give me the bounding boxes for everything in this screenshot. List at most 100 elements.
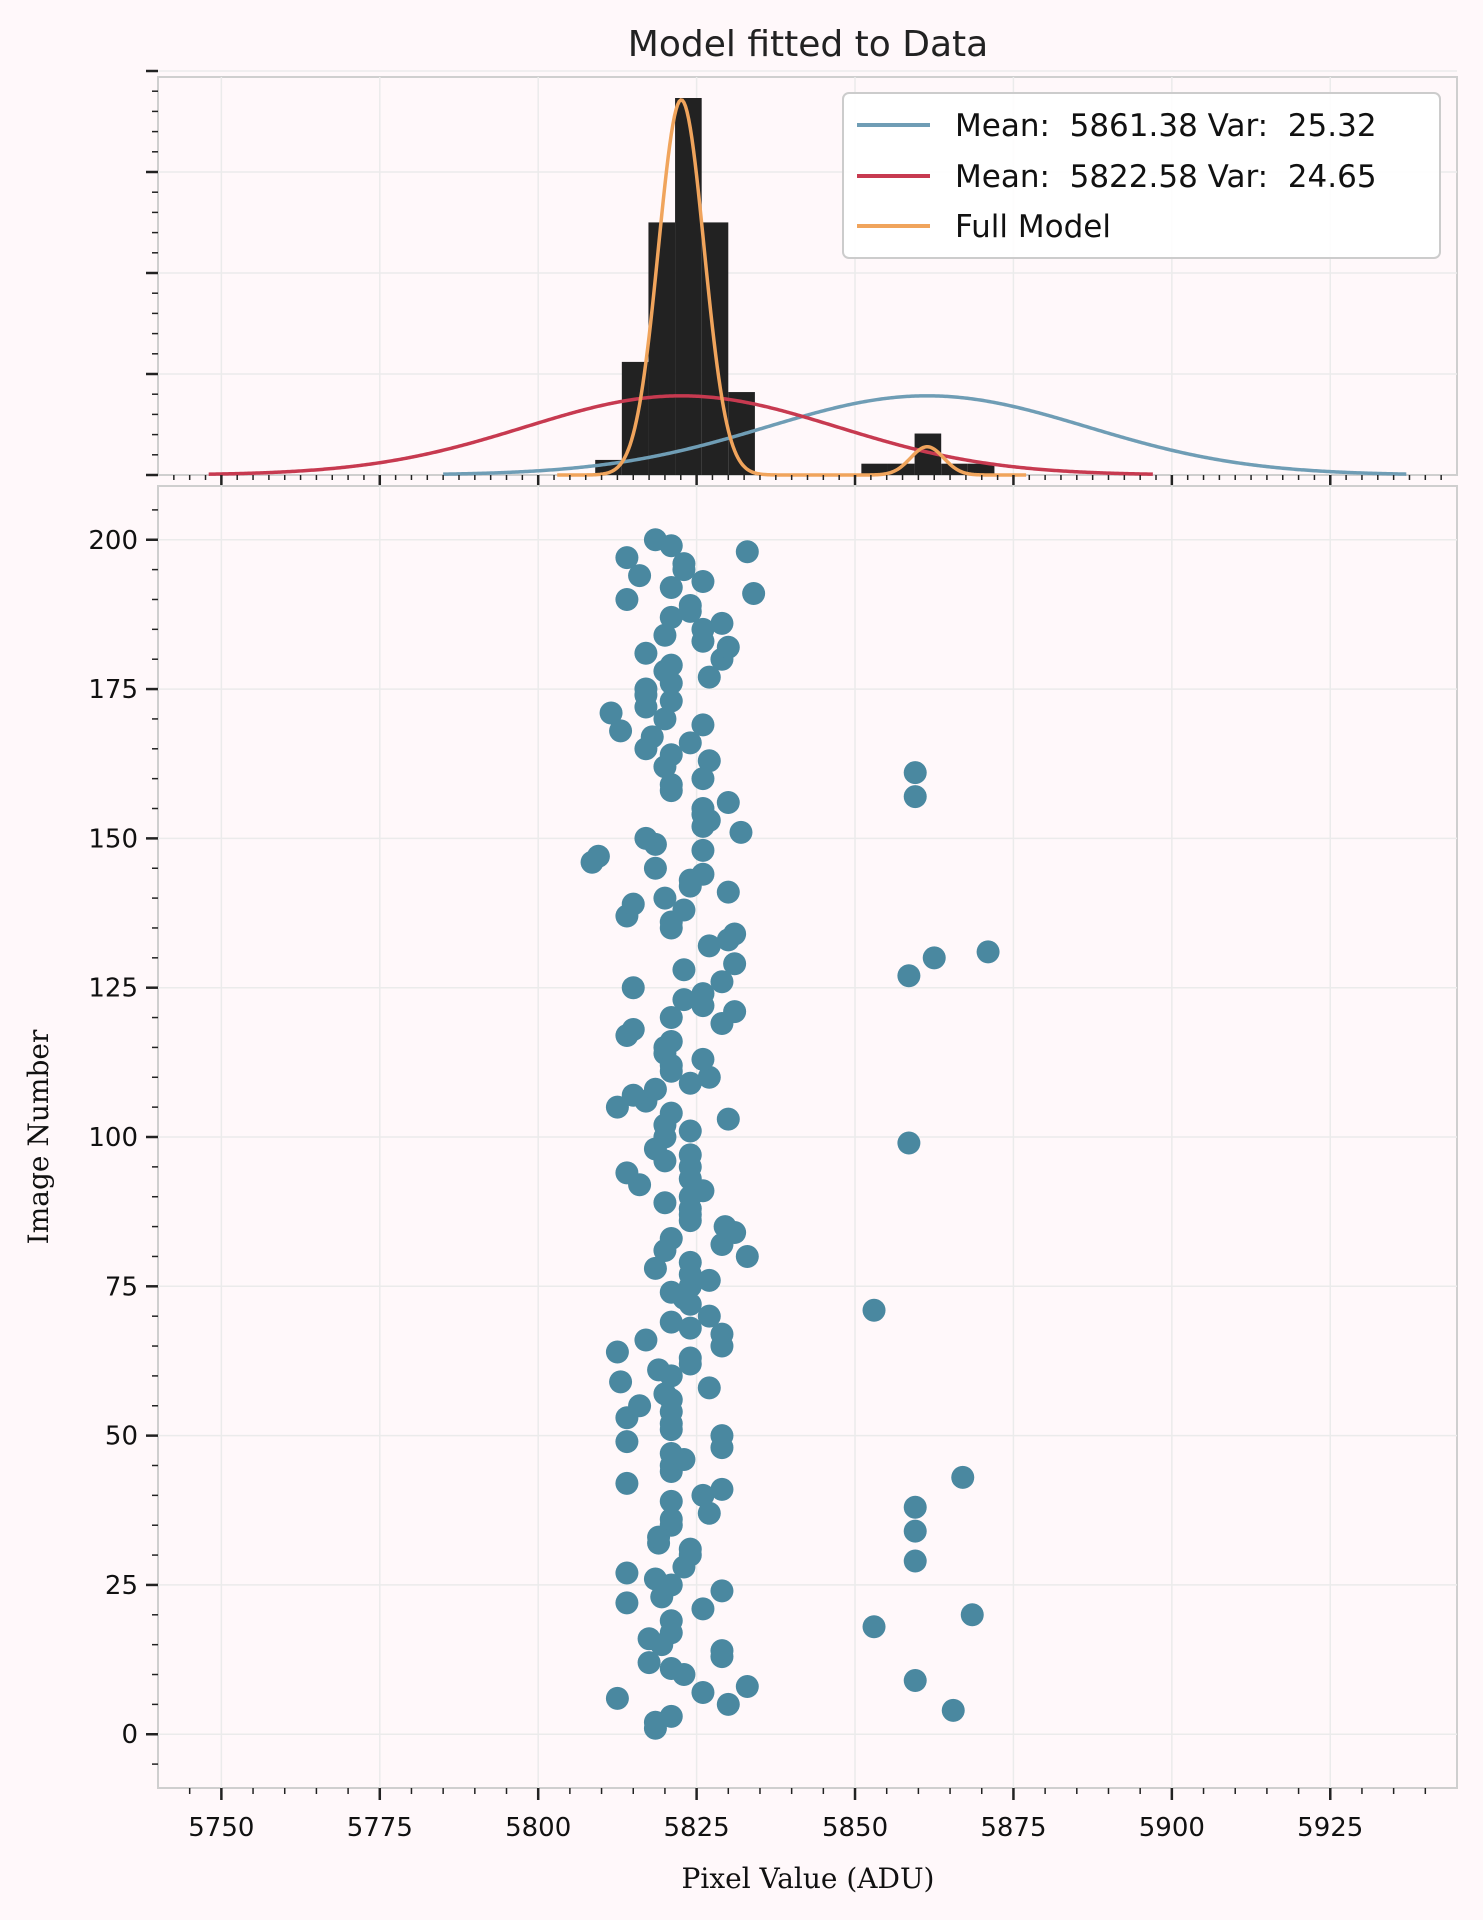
scatter-point xyxy=(710,1424,734,1448)
x-tick-label: 5775 xyxy=(347,1813,413,1843)
scatter-point xyxy=(647,1358,671,1382)
x-tick-label: 5925 xyxy=(1297,1813,1363,1843)
scatter-point xyxy=(615,587,639,611)
scatter-point xyxy=(605,1686,629,1710)
histogram-bar xyxy=(967,463,995,475)
scatter-point xyxy=(710,611,734,635)
scatter-point xyxy=(691,838,715,862)
scatter-point xyxy=(621,1083,645,1107)
scatter-point xyxy=(691,713,715,737)
legend-label-component-1: Mean: 5861.38 Var: 25.32 xyxy=(955,108,1377,144)
scatter-point xyxy=(659,576,683,600)
scatter-point xyxy=(659,1101,683,1125)
scatter-point xyxy=(735,1674,759,1698)
scatter-point xyxy=(716,791,740,815)
scatter-point xyxy=(659,743,683,767)
y-tick-label: 75 xyxy=(105,1272,138,1302)
scatter-point xyxy=(742,582,766,605)
scatter-point xyxy=(634,1328,658,1352)
scatter-point xyxy=(621,1018,645,1041)
scatter-point xyxy=(605,1340,629,1364)
scatter-point xyxy=(697,1304,721,1328)
scatter-point xyxy=(903,1549,927,1573)
scatter-point xyxy=(735,1244,759,1268)
scatter-point xyxy=(659,1006,683,1030)
scatter-point xyxy=(659,605,683,629)
scatter-point xyxy=(615,1591,639,1615)
histogram-bar xyxy=(675,98,702,475)
legend: Mean: 5861.38 Var: 25.32 Mean: 5822.58 V… xyxy=(842,92,1441,259)
legend-label-component-2: Mean: 5822.58 Var: 24.65 xyxy=(955,159,1377,195)
top-panel: Mean: 5861.38 Var: 25.32 Mean: 5822.58 V… xyxy=(146,69,1458,485)
top-x-ticks xyxy=(173,475,1442,485)
scatter-point xyxy=(640,725,664,749)
bottom-grid xyxy=(158,486,1457,1788)
scatter-point xyxy=(659,773,683,797)
scatter-point xyxy=(659,689,683,713)
scatter-point xyxy=(716,880,740,904)
scatter-point xyxy=(713,1215,737,1239)
scatter-point xyxy=(697,1501,721,1525)
scatter-point xyxy=(691,797,715,821)
scatter-points xyxy=(580,528,1000,1740)
scatter-point xyxy=(659,1280,683,1304)
scatter-point xyxy=(960,1603,984,1627)
scatter-point xyxy=(723,1000,747,1024)
scatter-point xyxy=(615,1471,639,1495)
scatter-point xyxy=(697,1268,721,1292)
scatter-point xyxy=(697,749,721,773)
scatter-point xyxy=(678,1537,702,1561)
scatter-point xyxy=(628,1394,652,1418)
scatter-point xyxy=(678,1316,702,1340)
scatter-point xyxy=(659,653,683,677)
scatter-point xyxy=(605,1095,629,1119)
scatter-point xyxy=(643,856,667,880)
scatter-point xyxy=(628,564,652,588)
y-axis-ticks: 0 25 50 75 100 125 150 175 200 xyxy=(88,509,158,1765)
y-tick-label: 100 xyxy=(88,1123,138,1153)
scatter-point xyxy=(672,898,696,922)
scatter-point xyxy=(903,761,927,785)
scatter-point xyxy=(659,1657,683,1681)
scatter-point xyxy=(697,1065,721,1089)
y-tick-label: 200 xyxy=(88,526,138,556)
scatter-point xyxy=(672,552,696,576)
x-axis-ticks: 5750 5775 5800 5825 5850 5875 5900 5925 xyxy=(188,1788,1427,1843)
x-tick-label: 5825 xyxy=(664,1813,730,1843)
scatter-point xyxy=(659,1489,683,1513)
scatter-point xyxy=(672,958,696,982)
scatter-point xyxy=(678,1119,702,1143)
scatter-point xyxy=(941,1698,965,1722)
x-tick-label: 5750 xyxy=(188,1813,254,1843)
scatter-point xyxy=(659,1227,683,1251)
scatter-point xyxy=(643,1567,667,1591)
scatter-point xyxy=(697,665,721,689)
y-tick-label: 125 xyxy=(88,974,138,1004)
scatter-point xyxy=(710,1639,734,1663)
scatter-point xyxy=(678,1346,702,1370)
top-y-ticks xyxy=(146,69,158,477)
histogram-bar xyxy=(648,222,676,475)
scatter-point xyxy=(586,844,610,868)
scatter-point xyxy=(643,528,667,552)
model-curve-component-1 xyxy=(443,394,1407,476)
scatter-point xyxy=(951,1465,975,1489)
scatter-point xyxy=(976,940,1000,964)
scatter-point xyxy=(691,1680,715,1704)
x-tick-label: 5850 xyxy=(822,1813,888,1843)
scatter-point xyxy=(659,1442,683,1466)
scatter-point xyxy=(653,1382,677,1406)
scatter-point xyxy=(678,1071,702,1095)
y-tick-label: 0 xyxy=(121,1720,138,1750)
scatter-point xyxy=(862,1298,886,1322)
scatter-point xyxy=(634,826,658,850)
scatter-point xyxy=(903,1519,927,1543)
scatter-point xyxy=(862,1615,886,1639)
chart-title: Model fitted to Data xyxy=(628,24,988,65)
scatter-point xyxy=(634,677,658,701)
scatter-point xyxy=(643,1256,667,1280)
scatter-point xyxy=(609,1370,633,1394)
scatter-point xyxy=(735,540,759,564)
scatter-point xyxy=(903,1495,927,1519)
scatter-point xyxy=(653,707,677,731)
